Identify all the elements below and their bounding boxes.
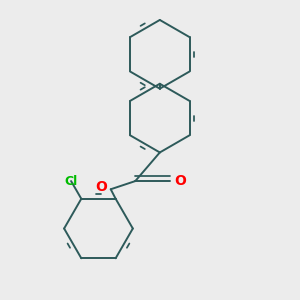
Text: O: O — [96, 180, 107, 194]
Text: Cl: Cl — [64, 175, 78, 188]
Text: O: O — [175, 174, 186, 188]
